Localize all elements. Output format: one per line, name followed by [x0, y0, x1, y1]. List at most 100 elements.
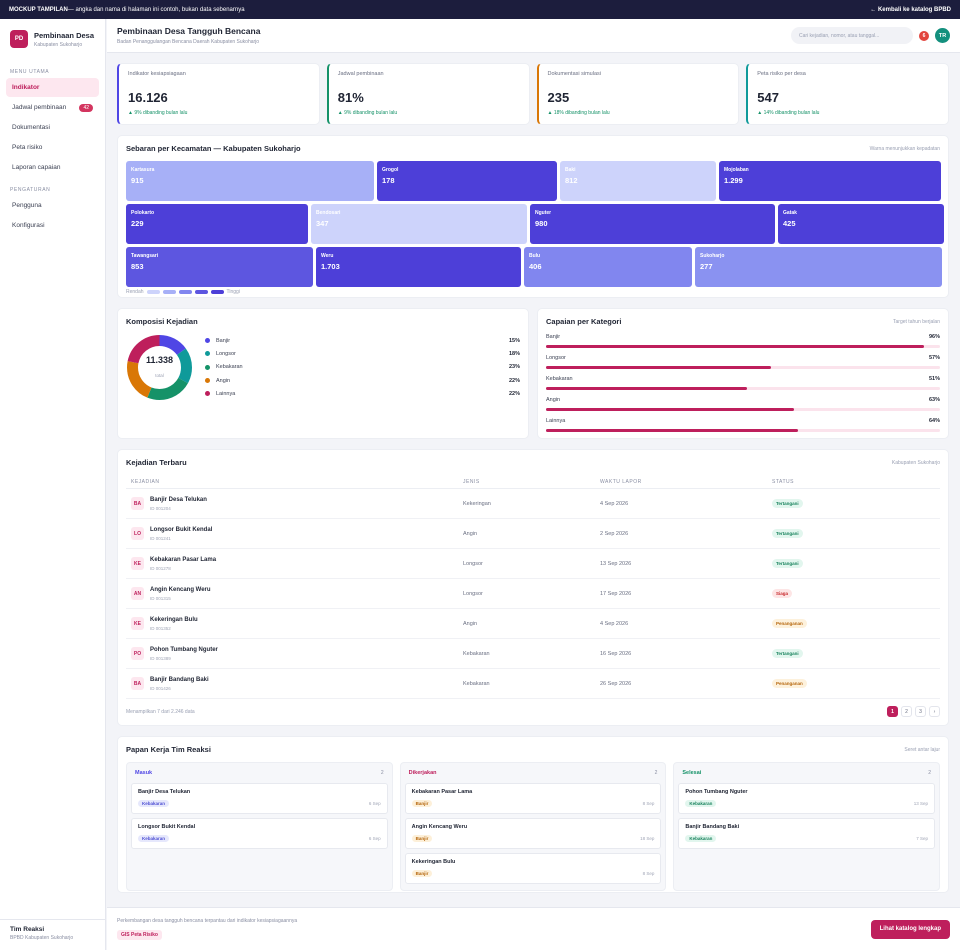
sidebar-item-laporan-capaian[interactable]: Laporan capaian — [6, 158, 99, 177]
kanban-card-item[interactable]: Angin Kencang Weru Banjir 18 Sep — [404, 818, 662, 849]
incident-cell: KE Kekeringan Bulu ID 001352 — [131, 617, 463, 631]
back-to-catalog-link[interactable]: ← Kembali ke katalog BPBD — [870, 6, 951, 13]
kanban-card-item[interactable]: Pohon Tumbang Nguter Kebakaran 13 Sep — [678, 783, 936, 814]
incident-title[interactable]: Kebakaran Pasar Lama — [150, 556, 217, 563]
notification-badge[interactable]: 6 — [919, 30, 929, 41]
donut-slice-longsor[interactable] — [127, 335, 192, 400]
incident-time: 4 Sep 2026 — [600, 620, 629, 627]
incident-title[interactable]: Longsor Bukit Kendal — [150, 526, 213, 533]
page-3-button[interactable]: 3 — [915, 706, 926, 717]
kanban-card-item[interactable]: Kekeringan Bulu Banjir 8 Sep — [404, 853, 662, 884]
mockup-label: MOCKUP TAMPILAN — [9, 6, 68, 13]
kanban-title: Papan Kerja Tim Reaksi — [126, 745, 211, 754]
page-2-button[interactable]: 2 — [901, 706, 912, 717]
district-cell-gatak[interactable]: Gatak 425 — [778, 204, 944, 244]
sidebar-item-indikator[interactable]: Indikator — [6, 78, 99, 97]
kanban-card-item[interactable]: Banjir Desa Telukan Kebakaran 6 Sep — [131, 783, 388, 814]
district-cell-nguter[interactable]: Nguter 980 — [530, 204, 775, 244]
donut-total-label: total — [155, 373, 164, 378]
incident-title[interactable]: Banjir Desa Telukan — [150, 496, 207, 503]
kanban-card-meta: Kebakaran 7 Sep — [685, 835, 928, 842]
incident-cell: LO Longsor Bukit Kendal ID 001241 — [131, 527, 463, 541]
col-time[interactable]: WAKTU LAPOR — [600, 478, 642, 485]
col-incident[interactable]: KEJADIAN — [131, 478, 160, 485]
kanban-card-date: 18 Sep — [640, 836, 655, 841]
donut-slice-lainnya[interactable] — [127, 335, 192, 400]
next-page-button[interactable]: › — [929, 706, 940, 717]
heatmap-title: Sebaran per Kecamatan — Kabupaten Sukoha… — [126, 144, 301, 153]
incident-text: Kekeringan Bulu ID 001352 — [150, 617, 198, 631]
incident-id: ID 001389 — [150, 655, 171, 661]
sidebar-item-dokumentasi[interactable]: Dokumentasi — [6, 118, 99, 137]
incident-type: Angin — [463, 530, 478, 537]
district-value: 425 — [783, 219, 796, 228]
district-value: 853 — [131, 262, 144, 271]
district-value: 406 — [529, 262, 542, 271]
table-row[interactable]: PO Pohon Tumbang Nguter ID 001389 Kebakaran… — [126, 639, 940, 669]
donut-slice-angin[interactable] — [127, 335, 192, 400]
kanban-card-item[interactable]: Banjir Bandang Baki Kebakaran 7 Sep — [678, 818, 936, 849]
heatmap-note: Warna menunjukkan kepadatan — [869, 145, 940, 152]
district-cell-tawangsari[interactable]: Tawangsari 853 — [126, 247, 313, 287]
incident-title[interactable]: Pohon Tumbang Nguter — [150, 646, 218, 653]
incident-time: 2 Sep 2026 — [600, 530, 629, 537]
achievement-card: Capaian per Kategori Target tahun berjal… — [537, 308, 949, 439]
table-row[interactable]: BA Banjir Bandang Baki ID 001426 Kebakaran 2… — [126, 669, 940, 699]
kpi-card: Peta risiko per desa 547 ▲ 14% dibanding b… — [746, 63, 949, 125]
district-cell-mojolaban[interactable]: Mojolaban 1.299 — [719, 161, 941, 201]
sidebar-item-peta-risiko[interactable]: Peta risiko — [6, 138, 99, 157]
kanban-card-title: Banjir Desa Telukan — [138, 789, 191, 795]
legend-pct: 23% — [508, 364, 520, 371]
incident-status-cell: Siaga — [772, 589, 940, 598]
col-type[interactable]: JENIS — [463, 478, 480, 485]
incident-id: ID 001241 — [150, 535, 171, 541]
district-cell-baki[interactable]: Baki 812 — [560, 161, 716, 201]
kanban-card-item[interactable]: Longsor Bukit Kendal Kebakaran 6 Sep — [131, 818, 388, 849]
incident-abbr-badge: AN — [131, 587, 144, 600]
district-cell-kartasura[interactable]: Kartasura 915 — [126, 161, 374, 201]
kanban-column-title: Selesai — [682, 770, 702, 776]
legend-item-lainnya: Lainnya 22% — [205, 387, 520, 400]
table-row[interactable]: AN Angin Kencang Weru ID 001315 Longsor 17 S… — [126, 579, 940, 609]
district-cell-grogol[interactable]: Grogol 178 — [377, 161, 557, 201]
kanban-card: Papan Kerja Tim Reaksi Seret antar lajur… — [117, 736, 949, 893]
incident-title[interactable]: Angin Kencang Weru — [150, 586, 211, 593]
incident-status-cell: Tertangani — [772, 649, 940, 658]
avatar[interactable]: TR — [935, 28, 950, 43]
status-badge: Tertangani — [772, 559, 803, 568]
table-row[interactable]: KE Kebakaran Pasar Lama ID 001278 Longsor 13… — [126, 549, 940, 579]
search-input[interactable] — [791, 27, 913, 44]
district-cell-sukoharjo[interactable]: Sukoharjo 277 — [695, 247, 942, 287]
kanban-card-item[interactable]: Kebakaran Pasar Lama Banjir 8 Sep — [404, 783, 662, 814]
incident-title[interactable]: Banjir Bandang Baki — [150, 676, 209, 683]
achievement-labels: Kebakaran 51% — [546, 376, 940, 382]
table-row[interactable]: LO Longsor Bukit Kendal ID 001241 Angin 2 Se… — [126, 519, 940, 549]
kpi-card: Indikator kesiapsiagaan 16.126 ▲ 9% diband… — [117, 63, 320, 125]
district-value: 915 — [131, 176, 144, 185]
district-cell-bendosari[interactable]: Bendosari 347 — [311, 204, 527, 244]
district-cell-bulu[interactable]: Bulu 406 — [524, 247, 692, 287]
brand-subtitle: Kabupaten Sukoharjo — [34, 41, 83, 48]
view-catalog-button[interactable]: Lihat katalog lengkap — [870, 919, 950, 939]
donut-slice-kebakaran[interactable] — [127, 335, 192, 400]
achievement-note: Target tahun berjalan — [893, 318, 940, 325]
incident-status-cell: Penanganan — [772, 679, 940, 688]
sidebar-item-konfigurasi[interactable]: Konfigurasi — [6, 216, 99, 235]
sidebar-item-jadwal-pembinaan[interactable]: Jadwal pembinaan 42 — [6, 98, 99, 117]
district-cell-weru[interactable]: Weru 1.703 — [316, 247, 521, 287]
achievement-track — [546, 366, 940, 369]
incident-title[interactable]: Kekeringan Bulu — [150, 616, 198, 623]
sidebar-item-label: Jadwal pembinaan — [12, 104, 67, 111]
kpi-label: Jadwal pembinaan — [337, 71, 384, 77]
col-status[interactable]: STATUS — [772, 478, 794, 485]
achievement-label: Kebakaran — [546, 376, 573, 382]
footer-tag[interactable]: GIS Peta Risiko — [117, 930, 162, 940]
page-1-button[interactable]: 1 — [887, 706, 898, 717]
donut-total: 11.338 — [145, 355, 174, 365]
district-cell-polokarto[interactable]: Polokarto 229 — [126, 204, 308, 244]
table-row[interactable]: BA Banjir Desa Telukan ID 001204 Kekeringan… — [126, 489, 940, 519]
incident-abbr-badge: BA — [131, 497, 144, 510]
sidebar-item-pengguna[interactable]: Pengguna — [6, 196, 99, 215]
mockup-text: — angka dan nama di halaman ini contoh, … — [67, 6, 245, 13]
table-row[interactable]: KE Kekeringan Bulu ID 001352 Angin 4 Sep 202… — [126, 609, 940, 639]
